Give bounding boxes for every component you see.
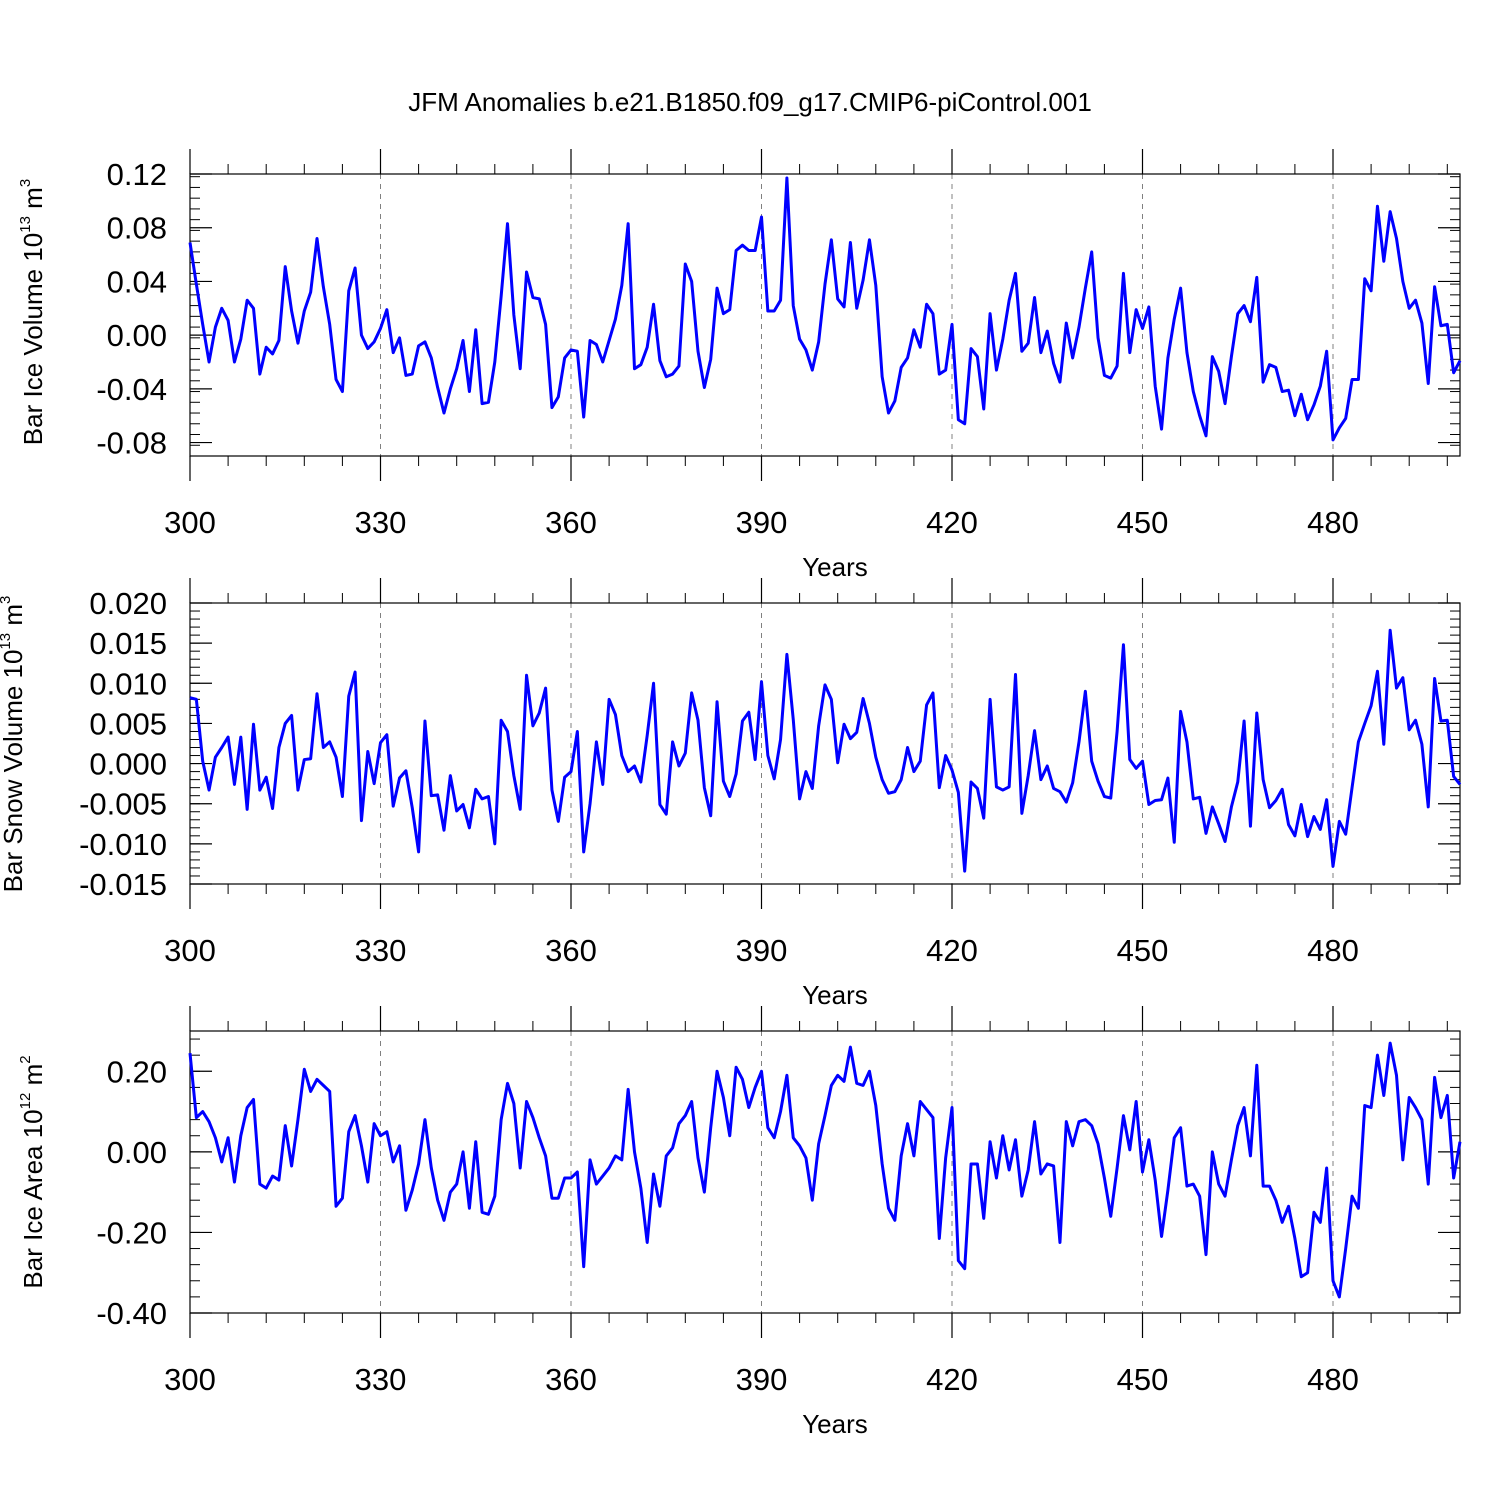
x-tick-label: 390 bbox=[736, 505, 788, 540]
x-tick-label: 420 bbox=[926, 505, 978, 540]
panel-1: 300 330 360 390 420 450 480 0.12 0.08 0.04 0.00 -0.… bbox=[17, 149, 1462, 582]
y-tick-label: -0.04 bbox=[96, 372, 167, 407]
x-tick-label: 330 bbox=[355, 505, 407, 540]
plot-frame bbox=[189, 173, 1461, 457]
plot-frame bbox=[189, 602, 1461, 885]
series-line bbox=[188, 176, 1462, 442]
plot-frame bbox=[189, 1030, 1461, 1314]
x-tick-label: 300 bbox=[164, 505, 216, 540]
x-tick-label: 360 bbox=[545, 1362, 597, 1397]
x-tick-label: 420 bbox=[926, 1362, 978, 1397]
y-axis-title: Bar Ice Volume 1013 m3 bbox=[17, 179, 48, 445]
x-axis-title: Years bbox=[802, 980, 868, 1010]
x-tick-label: 450 bbox=[1117, 505, 1169, 540]
y-tick-label: -0.08 bbox=[96, 426, 167, 461]
y-tick-label: 0.00 bbox=[107, 318, 167, 353]
x-tick-label: 480 bbox=[1307, 505, 1359, 540]
y-tick-label: -0.40 bbox=[96, 1296, 167, 1331]
y-tick-label: -0.20 bbox=[96, 1215, 167, 1250]
x-tick-label: 300 bbox=[164, 1362, 216, 1397]
x-tick-label: 450 bbox=[1117, 1362, 1169, 1397]
y-tick-label: -0.010 bbox=[79, 827, 167, 862]
x-tick-label: 360 bbox=[545, 505, 597, 540]
x-axis-title: Years bbox=[802, 552, 868, 582]
y-tick-label: -0.015 bbox=[79, 867, 167, 902]
x-tick-label: 300 bbox=[164, 933, 216, 968]
x-tick-label: 390 bbox=[736, 933, 788, 968]
y-tick-label: 0.04 bbox=[107, 264, 167, 299]
y-tick-label: 0.010 bbox=[89, 666, 167, 701]
y-axis-title: Bar Ice Area 1012 m2 bbox=[17, 1055, 48, 1288]
x-tick-label: 450 bbox=[1117, 933, 1169, 968]
y-tick-label: 0.00 bbox=[107, 1135, 167, 1170]
series-line bbox=[189, 628, 1462, 873]
y-tick-label: 0.015 bbox=[89, 626, 167, 661]
y-axis-title: Bar Snow Volume 1013 m3 bbox=[0, 596, 28, 893]
y-tick-label: 0.08 bbox=[107, 211, 167, 246]
chart-title: JFM Anomalies b.e21.B1850.f09_g17.CMIP6-… bbox=[408, 87, 1092, 117]
x-tick-label: 390 bbox=[736, 1362, 788, 1397]
series-line bbox=[188, 1041, 1462, 1299]
panel-3: 300 330 360 390 420 450 480 0.20 0.00 -0.20 -0.40 Y… bbox=[17, 1006, 1462, 1439]
x-tick-label: 480 bbox=[1307, 1362, 1359, 1397]
x-tick-label: 420 bbox=[926, 933, 978, 968]
y-tick-label: 0.000 bbox=[89, 747, 167, 782]
x-tick-label: 360 bbox=[545, 933, 597, 968]
x-tick-label: 330 bbox=[355, 1362, 407, 1397]
x-tick-label: 330 bbox=[355, 933, 407, 968]
panel-2: 300 330 360 390 420 450 480 0.020 0.015 0.010 0.00… bbox=[0, 578, 1462, 1010]
y-tick-label: 0.005 bbox=[89, 706, 167, 741]
x-axis-title: Years bbox=[802, 1409, 868, 1439]
x-tick-label: 480 bbox=[1307, 933, 1359, 968]
y-tick-label: 0.20 bbox=[107, 1054, 167, 1089]
y-tick-label: 0.12 bbox=[107, 157, 167, 192]
y-tick-label: -0.005 bbox=[79, 787, 167, 822]
y-tick-label: 0.020 bbox=[89, 586, 167, 621]
